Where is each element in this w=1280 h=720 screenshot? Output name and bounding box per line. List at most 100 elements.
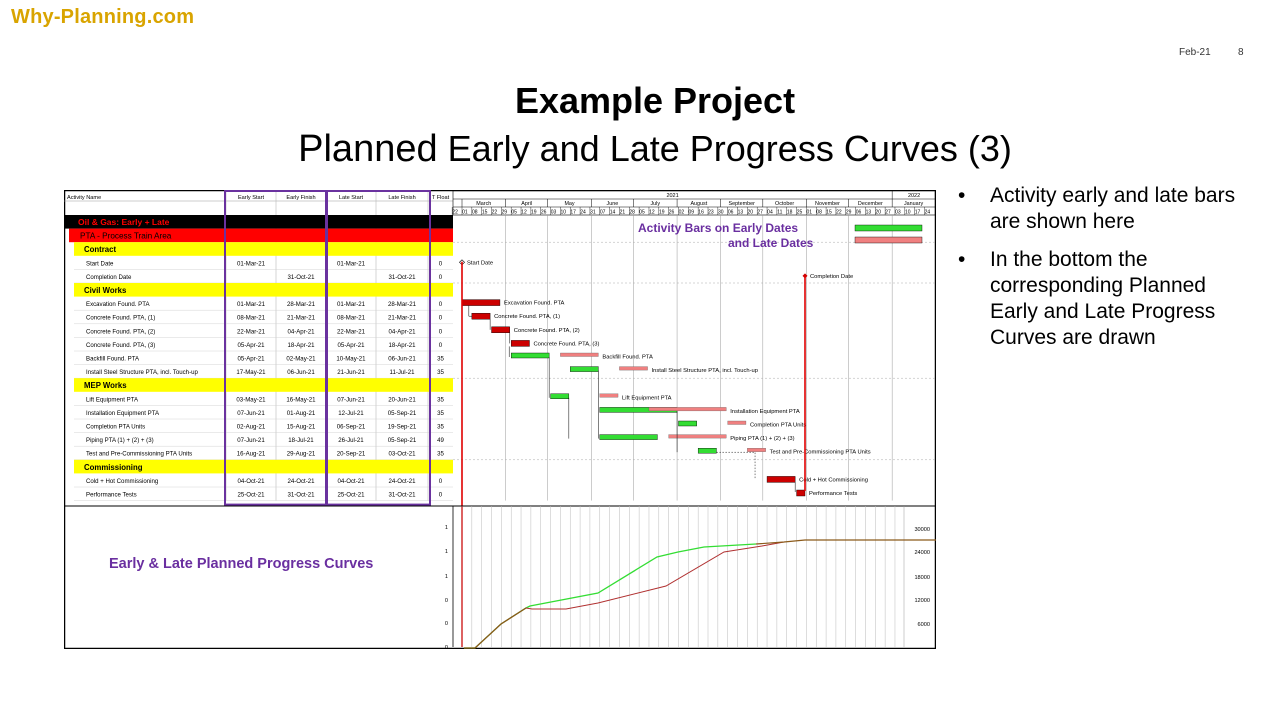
timescale-day-label: 31 bbox=[590, 209, 596, 215]
bars-annotation-line1: Activity Bars on Early Dates bbox=[638, 221, 798, 235]
activity-date-cell: 18-Apr-21 bbox=[287, 342, 315, 349]
late-bar bbox=[747, 448, 766, 452]
timescale-day-label: 03 bbox=[551, 209, 557, 215]
activity-date-cell: 06-Sep-21 bbox=[337, 424, 366, 431]
activity-name: Performance Tests bbox=[86, 492, 137, 499]
timescale-year-2021: 2021 bbox=[666, 193, 678, 199]
timescale-day-label: 29 bbox=[846, 209, 852, 215]
activity-date-cell: 05-Sep-21 bbox=[388, 410, 417, 417]
slide-subtitle: Planned Early and Late Progress Curves (… bbox=[0, 128, 1280, 171]
bar-label: Backfill Found. PTA bbox=[602, 355, 653, 361]
bar-label: Completion PTA Units bbox=[750, 423, 806, 429]
early-bar bbox=[511, 352, 550, 359]
activity-float-cell: 35 bbox=[437, 424, 444, 431]
activity-float-cell: 0 bbox=[439, 260, 443, 267]
critical-bar bbox=[491, 326, 510, 334]
brand-logo: Why-Planning.com bbox=[11, 6, 195, 28]
activity-name: Backfill Found. PTA bbox=[86, 356, 140, 363]
activity-date-cell: 04-Oct-21 bbox=[237, 478, 265, 485]
activity-date-cell: 15-Aug-21 bbox=[287, 424, 316, 431]
timescale-day-label: 09 bbox=[688, 209, 694, 215]
bars-annotation-line2: and Late Dates bbox=[728, 236, 814, 250]
activity-float-cell: 0 bbox=[439, 492, 443, 499]
subtitle-rest: Early and Late Progress Curves (3) bbox=[437, 128, 1012, 169]
legend-early-bar bbox=[854, 224, 923, 232]
timescale-day-label: 19 bbox=[531, 209, 537, 215]
activity-float-cell: 0 bbox=[439, 328, 443, 335]
timescale-day-label: 20 bbox=[875, 209, 881, 215]
activity-date-cell: 07-Jun-21 bbox=[237, 410, 265, 417]
group-row-label: Commissioning bbox=[84, 463, 143, 472]
table-header-cell: Late Start bbox=[339, 195, 364, 201]
activity-date-cell: 05-Apr-21 bbox=[337, 342, 365, 349]
activity-name: Start Date bbox=[86, 260, 114, 267]
activity-date-cell: 05-Apr-21 bbox=[237, 356, 265, 363]
activity-date-cell: 07-Jun-21 bbox=[237, 437, 265, 444]
area-row bbox=[69, 228, 453, 243]
bullet-item: • Activity early and late bars are shown … bbox=[958, 183, 1258, 235]
activity-date-cell: 08-Mar-21 bbox=[237, 315, 266, 322]
timescale-day-label: 05 bbox=[639, 209, 645, 215]
activity-date-cell: 18-Jul-21 bbox=[288, 437, 314, 444]
early-bar bbox=[570, 366, 599, 372]
early-bar bbox=[678, 420, 697, 427]
activity-date-cell: 31-Oct-21 bbox=[287, 492, 315, 499]
activity-float-cell: 0 bbox=[439, 342, 443, 349]
activity-date-cell: 18-Apr-21 bbox=[388, 342, 416, 349]
timescale-day-label: 12 bbox=[649, 209, 655, 215]
legend-late-bar bbox=[854, 236, 923, 244]
activity-name: Concrete Found. PTA, (1) bbox=[86, 315, 155, 322]
timescale-day-label: 02 bbox=[679, 209, 685, 215]
left-axis-tick: 1 bbox=[445, 574, 448, 580]
activity-date-cell: 31-Oct-21 bbox=[388, 492, 416, 499]
timescale-day-label: 22 bbox=[492, 209, 498, 215]
activity-date-cell: 19-Sep-21 bbox=[388, 424, 417, 431]
activity-date-cell: 20-Sep-21 bbox=[337, 451, 366, 458]
gantt-figure: Activity Name Early Start Early Finish Late… bbox=[63, 189, 937, 651]
critical-bar bbox=[766, 476, 796, 483]
bullet-list: • Activity early and late bars are shown … bbox=[958, 183, 1258, 363]
bar-label: Start Date bbox=[467, 260, 493, 266]
late-bar bbox=[599, 393, 619, 398]
timescale-day-label: 01 bbox=[807, 209, 813, 215]
activity-date-cell: 03-May-21 bbox=[236, 396, 266, 403]
left-axis-tick: 1 bbox=[445, 549, 448, 555]
activity-date-cell: 21-Mar-21 bbox=[388, 315, 417, 322]
activity-float-cell: 0 bbox=[439, 478, 443, 485]
late-bar bbox=[619, 366, 648, 371]
bar-label: Performance Tests bbox=[809, 491, 857, 497]
project-row-label: Oil & Gas: Early + Late bbox=[78, 217, 170, 227]
timescale-day-label: 20 bbox=[748, 209, 754, 215]
activity-date-cell: 29-Aug-21 bbox=[287, 451, 316, 458]
timescale-month-label: December bbox=[858, 201, 883, 207]
activity-float-cell: 35 bbox=[437, 369, 444, 376]
activity-date-cell: 21-Mar-21 bbox=[287, 315, 316, 322]
slide-date: Feb-21 bbox=[1179, 47, 1211, 58]
timescale-day-label: 17 bbox=[915, 209, 921, 215]
activity-date-cell: 28-Mar-21 bbox=[287, 301, 316, 308]
timescale-day-label: 27 bbox=[885, 209, 891, 215]
critical-bar bbox=[461, 299, 501, 306]
table-header-cell: Late Finish bbox=[388, 195, 415, 201]
activity-name: Installation Equipment PTA bbox=[86, 410, 160, 417]
activity-date-cell: 24-Oct-21 bbox=[388, 478, 416, 485]
activity-date-cell: 01-Aug-21 bbox=[287, 410, 316, 417]
bullet-dot-icon: • bbox=[958, 248, 966, 271]
activity-name: Test and Pre-Commissioning PTA Units bbox=[86, 451, 192, 458]
right-axis-tick: 30000 bbox=[914, 527, 930, 533]
timescale-month-label: May bbox=[564, 201, 574, 207]
activity-float-cell: 35 bbox=[437, 356, 444, 363]
bar-label: Install Steel Structure PTA, incl. Touch… bbox=[652, 368, 758, 374]
bar-label: Piping PTA (1) + (2) + (3) bbox=[730, 436, 794, 442]
activity-name: Concrete Found. PTA, (3) bbox=[86, 342, 155, 349]
activity-float-cell: 0 bbox=[439, 274, 443, 281]
right-axis-tick: 6000 bbox=[918, 622, 930, 628]
activity-date-cell: 02-May-21 bbox=[286, 356, 316, 363]
activity-date-cell: 22-Mar-21 bbox=[337, 328, 366, 335]
timescale-day-label: 15 bbox=[826, 209, 832, 215]
timescale-day-label: 24 bbox=[925, 209, 931, 215]
activity-date-cell: 05-Sep-21 bbox=[388, 437, 417, 444]
activity-float-cell: 35 bbox=[437, 410, 444, 417]
late-bar bbox=[668, 434, 727, 439]
right-axis-tick: 12000 bbox=[914, 598, 930, 604]
